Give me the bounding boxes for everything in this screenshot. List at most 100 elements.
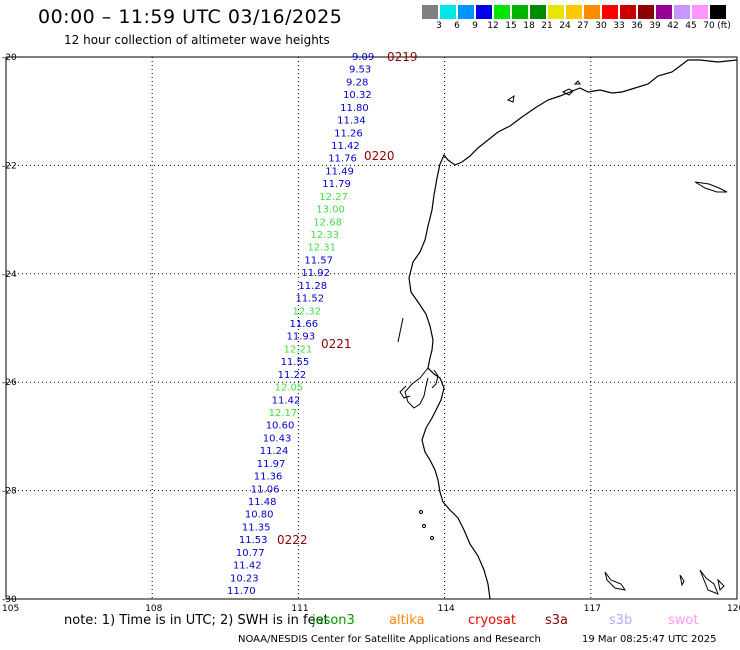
color-swatch: [602, 5, 618, 19]
island: [699, 569, 719, 595]
wave-height-value: 12.27: [319, 192, 348, 203]
island: [419, 510, 423, 514]
longitude-label: 111: [291, 604, 308, 614]
color-scale-label: 12: [487, 21, 499, 31]
color-swatch: [692, 5, 708, 19]
island: [430, 536, 434, 540]
peninsula-coast: [431, 369, 439, 389]
wave-height-value: 12.33: [310, 230, 339, 241]
color-swatch: [458, 5, 474, 19]
satellite-legend-item: swot: [668, 613, 699, 628]
color-swatch: [440, 5, 456, 19]
wave-height-value: 11.70: [227, 586, 256, 597]
wave-height-value: 11.76: [328, 154, 357, 165]
satellite-legend-item: s3b: [609, 613, 633, 628]
wave-height-value: 11.42: [331, 141, 360, 152]
wave-height-value: 10.60: [266, 421, 295, 432]
wave-height-value: 11.52: [295, 294, 324, 305]
wave-height-value: 12.31: [307, 243, 336, 254]
satellite-legend-item: altika: [389, 613, 425, 628]
map-frame: [5, 56, 738, 600]
wave-height-value: 11.42: [233, 561, 262, 572]
color-scale-label: 30: [595, 21, 607, 31]
bernier-island: [397, 317, 404, 343]
color-scale-label: 36: [631, 21, 643, 31]
color-scale-label: 15: [505, 21, 517, 31]
longitude-label: 120: [727, 604, 740, 614]
latitude-label: -30: [2, 595, 17, 605]
island: [694, 181, 728, 193]
color-scale-label: 9: [472, 21, 478, 31]
color-scale-label: 33: [613, 21, 625, 31]
wave-height-value: 11.22: [278, 370, 307, 381]
satellite-legend-item: jason3: [312, 613, 355, 628]
wave-height-value: 11.93: [287, 332, 316, 343]
wave-height-value: 11.24: [260, 446, 289, 457]
generation-timestamp: 19 Mar 08:25:47 UTC 2025: [582, 634, 717, 645]
island: [604, 571, 627, 591]
wave-height-value: 10.32: [343, 90, 372, 101]
wave-height-value: 12.17: [269, 408, 298, 419]
wave-height-value: 11.49: [325, 166, 354, 177]
wave-height-value: 11.79: [322, 179, 351, 190]
wave-height-value: 11.36: [254, 472, 283, 483]
latitude-label: -28: [2, 487, 17, 497]
color-scale-label: 18: [523, 21, 535, 31]
color-scale-label: 45: [685, 21, 697, 31]
longitude-label: 117: [584, 604, 601, 614]
wave-height-value: 9.53: [349, 65, 371, 76]
satellite-legend-item: s3a: [545, 613, 569, 628]
color-scale-label: 21: [541, 21, 553, 31]
color-swatch: [584, 5, 600, 19]
wave-height-value: 13.00: [316, 205, 345, 216]
color-swatch: [638, 5, 654, 19]
wave-height-value: 11.92: [301, 268, 330, 279]
island: [561, 88, 574, 96]
satellite-legend-item: cryosat: [468, 613, 516, 628]
color-swatch: [494, 5, 510, 19]
color-swatch: [530, 5, 546, 19]
wave-height-value: 11.34: [337, 116, 366, 127]
dirk-hartog-island: [399, 385, 411, 399]
color-swatch: [476, 5, 492, 19]
wave-height-value: 10.43: [263, 433, 292, 444]
island: [573, 80, 581, 85]
wave-height-value: 11.48: [248, 497, 277, 508]
wave-height-value: 10.80: [245, 510, 274, 521]
color-scale-label: 24: [559, 21, 571, 31]
wave-height-value: 10.77: [236, 548, 265, 559]
color-swatch: [548, 5, 564, 19]
pass-time-marker: 0222: [277, 533, 308, 547]
wave-height-value: 11.26: [334, 128, 363, 139]
wave-height-value: 12.05: [275, 383, 304, 394]
island: [422, 524, 426, 528]
wave-height-value: 12.68: [313, 217, 342, 228]
wave-height-value: 9.09: [352, 52, 374, 63]
coastline: [408, 59, 738, 600]
wave-height-value: 11.57: [304, 255, 333, 266]
wave-height-value: 10.23: [230, 573, 259, 584]
credit-line: NOAA/NESDIS Center for Satellite Applica…: [238, 634, 541, 645]
longitude-label: 108: [145, 604, 162, 614]
longitude-label: 105: [2, 604, 19, 614]
wave-height-value: 11.55: [281, 357, 310, 368]
color-scale-unit: (ft): [717, 21, 731, 31]
wave-height-value: 11.80: [340, 103, 369, 114]
color-scale-label: 70: [703, 21, 715, 31]
chart-title: 00:00 – 11:59 UTC 03/16/2025: [38, 6, 343, 28]
island: [679, 574, 685, 587]
wave-height-value: 12.32: [292, 306, 321, 317]
longitude-label: 114: [438, 604, 455, 614]
color-scale-label: 6: [454, 21, 460, 31]
color-swatch: [512, 5, 528, 19]
pass-time-marker: 0220: [364, 149, 395, 163]
footer-note: note: 1) Time is in UTC; 2) SWH is in fe…: [64, 613, 329, 628]
wave-height-value: 11.97: [257, 459, 286, 470]
wave-height-value: 12.21: [284, 344, 313, 355]
latitude-label: -26: [2, 378, 17, 388]
latitude-label: -24: [2, 270, 17, 280]
wave-height-value: 11.42: [272, 395, 301, 406]
latitude-label: -22: [2, 161, 17, 171]
color-scale-label: 3: [436, 21, 442, 31]
